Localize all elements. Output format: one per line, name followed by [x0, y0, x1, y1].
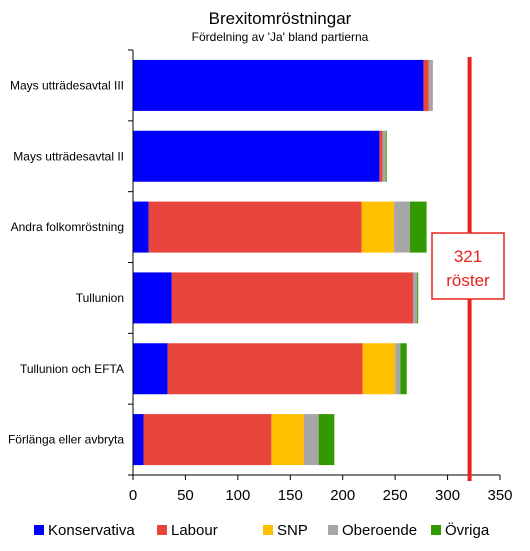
- category-label: Förlänga eller avbryta: [8, 433, 124, 447]
- bar-segment: [382, 130, 386, 182]
- bar-segment: [395, 343, 401, 395]
- bar-segment: [271, 414, 304, 466]
- x-tick-label: 250: [383, 487, 408, 504]
- legend-swatch: [328, 525, 338, 535]
- bar-segment: [385, 130, 387, 182]
- category-label: Tullunion: [76, 291, 124, 305]
- x-tick-label: 0: [129, 487, 137, 504]
- bar-segment: [133, 201, 149, 253]
- bar-segment: [133, 343, 168, 395]
- chart-subtitle: Fördelning av 'Ja' bland partierna: [192, 30, 369, 44]
- x-ticks: 0 50 100 150 200 250 300 350: [128, 49, 513, 504]
- x-tick-label: 150: [278, 487, 303, 504]
- legend: Konservativa Labour SNP Oberoende Övriga: [34, 521, 490, 539]
- bar-segment: [133, 272, 172, 324]
- category-label: Tullunion och EFTA: [20, 362, 124, 376]
- bar-segment: [143, 414, 272, 466]
- x-tick-label: 200: [330, 487, 355, 504]
- bar-segment: [318, 414, 335, 466]
- legend-label: Oberoende: [342, 522, 417, 539]
- annotation-line1: 321: [454, 247, 482, 266]
- bar-segment: [400, 343, 407, 395]
- legend-label: Labour: [171, 522, 218, 539]
- category-label: Mays utträdesavtal III: [10, 78, 124, 92]
- legend-swatch: [431, 525, 441, 535]
- legend-label: Övriga: [445, 521, 490, 539]
- bar-segment: [428, 59, 433, 111]
- bar-segment: [423, 59, 429, 111]
- annotation-line2: röster: [446, 271, 490, 290]
- category-labels: Mays utträdesavtal III Mays utträdesavtal…: [8, 78, 124, 446]
- legend-label: Konservativa: [48, 522, 135, 539]
- bar-segment: [133, 414, 144, 466]
- legend-swatch: [263, 525, 273, 535]
- x-tick-label: 350: [487, 487, 512, 504]
- bar-segment: [361, 201, 395, 253]
- bar-segment: [362, 343, 396, 395]
- category-label: Andra folkomröstning: [11, 220, 124, 234]
- bar-segment: [171, 272, 413, 324]
- bar-segment: [303, 414, 319, 466]
- bar-segment: [394, 201, 410, 253]
- bar-segment: [417, 272, 419, 324]
- bar-segment: [148, 201, 362, 253]
- legend-swatch: [34, 525, 44, 535]
- bar-segment: [412, 272, 418, 324]
- annotation-box: [431, 232, 505, 300]
- chart-title: Brexitomröstningar: [209, 9, 352, 28]
- x-tick-label: 100: [225, 487, 250, 504]
- bar-segment: [133, 59, 424, 111]
- x-tick-label: 300: [435, 487, 460, 504]
- bar-segment: [167, 343, 363, 395]
- legend-swatch: [157, 525, 167, 535]
- bar-segment: [409, 201, 427, 253]
- bar-segment: [133, 130, 380, 182]
- legend-label: SNP: [277, 522, 308, 539]
- category-label: Mays utträdesavtal II: [13, 149, 124, 163]
- bar-segment: [379, 130, 383, 182]
- x-tick-label: 50: [177, 487, 194, 504]
- bars: [133, 59, 433, 466]
